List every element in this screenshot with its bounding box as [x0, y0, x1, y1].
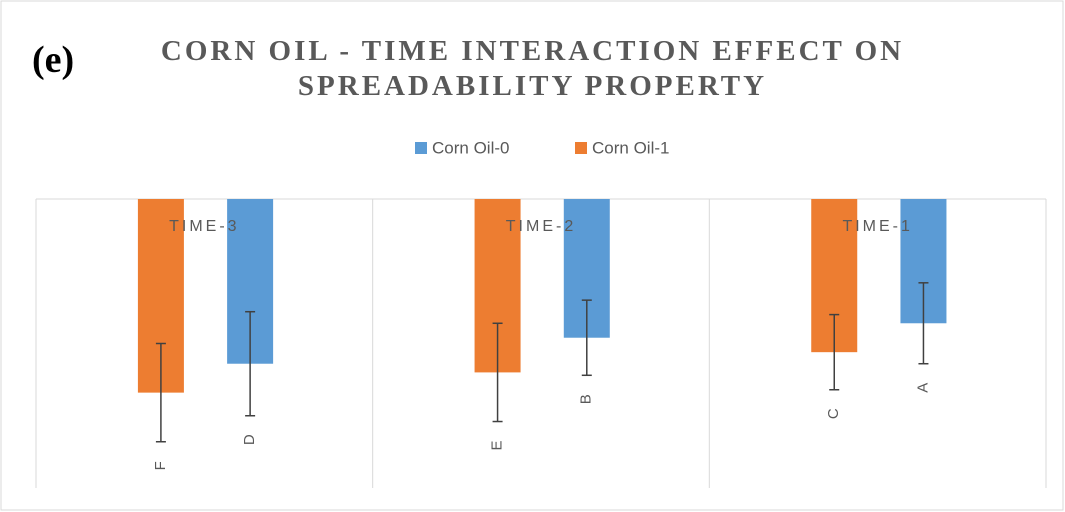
group-letter: C	[825, 408, 842, 419]
legend-label: Corn Oil-0	[432, 138, 509, 157]
chart-title: CORN OIL - TIME INTERACTION EFFECT ON SP…	[160, 35, 905, 102]
group-letter: D	[241, 434, 258, 445]
legend-swatch	[575, 142, 587, 154]
panel-label: (e)	[32, 39, 75, 81]
legend-swatch	[415, 142, 427, 154]
group-letter: F	[152, 461, 169, 470]
group-letter: A	[914, 383, 931, 393]
x-tick-label: TIME-1	[842, 218, 912, 235]
legend-label: Corn Oil-1	[592, 138, 669, 157]
x-tick-label: TIME-3	[169, 218, 239, 235]
group-letter: E	[489, 441, 506, 451]
group-letter: B	[578, 394, 595, 404]
x-tick-label: TIME-2	[506, 218, 576, 235]
